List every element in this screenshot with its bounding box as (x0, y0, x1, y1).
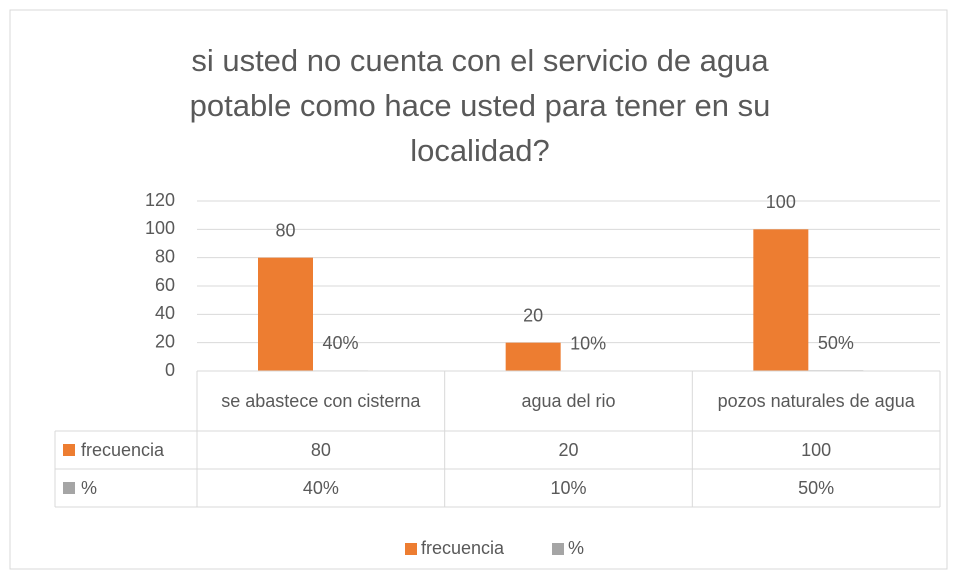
y-tick-label: 60 (155, 275, 175, 295)
table-cell: 100 (801, 440, 832, 460)
table-cell: 80 (310, 440, 331, 460)
data-label: 20 (523, 305, 543, 325)
data-label: 80 (275, 220, 295, 240)
table-row-header: frecuencia (81, 440, 165, 460)
legend-label: frecuencia (421, 538, 505, 558)
y-tick-label: 120 (145, 190, 175, 210)
legend-key (63, 444, 75, 456)
data-label: 10% (570, 334, 606, 354)
data-label: 40% (322, 333, 358, 353)
table-cell: 40% (302, 478, 339, 498)
table-cell: 10% (550, 478, 587, 498)
bar (258, 257, 313, 371)
legend-swatch (405, 543, 417, 555)
chart-title: si usted no cuenta con el servicio de ag… (189, 43, 771, 168)
table-cell: 50% (798, 478, 835, 498)
legend-label: % (568, 538, 584, 558)
bar (753, 229, 809, 371)
y-tick-label: 20 (155, 331, 175, 351)
table-row-header: % (81, 478, 98, 498)
data-label: 100 (766, 192, 796, 212)
y-tick-label: 80 (155, 246, 175, 266)
x-tick-label: se abastece con cisterna (221, 391, 421, 411)
legend-key (63, 482, 75, 494)
x-tick-label: pozos naturales de agua (717, 391, 915, 411)
data-label: 50% (818, 333, 854, 353)
y-tick-label: 0 (165, 360, 175, 380)
y-tick-label: 40 (155, 303, 175, 323)
bar (505, 342, 561, 371)
legend-swatch (552, 543, 564, 555)
x-tick-label: agua del rio (521, 391, 616, 411)
y-tick-label: 100 (145, 218, 175, 238)
table-cell: 20 (558, 440, 579, 460)
